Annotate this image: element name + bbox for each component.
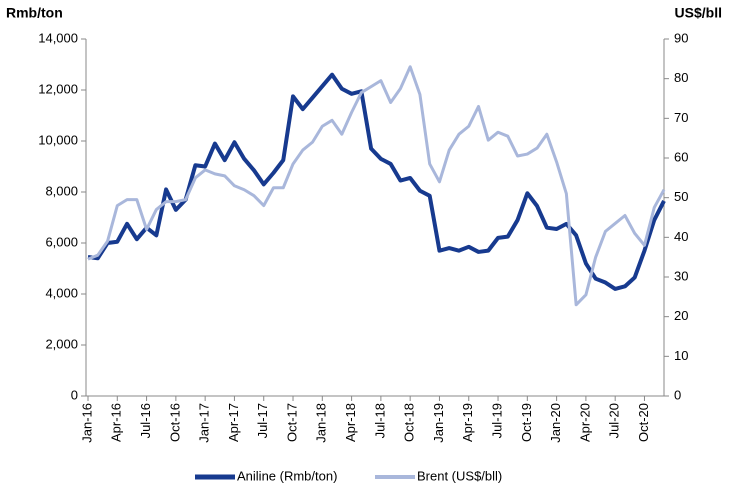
x-tick-label: Apr-19: [460, 403, 475, 442]
y2-axis-title: US$/bll: [675, 5, 722, 21]
x-tick-label: Jul-16: [138, 403, 153, 438]
x-tick-label: Apr-17: [226, 403, 241, 442]
y-tick-label: 10,000: [38, 132, 78, 147]
y-tick-label: 0: [71, 387, 78, 402]
x-tick-label: Jan-16: [79, 403, 94, 443]
y2-tick-label: 10: [674, 348, 688, 363]
x-tick-label: Apr-20: [577, 403, 592, 442]
x-tick-label: Jul-17: [255, 403, 270, 438]
x-tick-label: Jul-20: [607, 403, 622, 438]
x-tick-label: Jul-18: [372, 403, 387, 438]
y2-tick-label: 50: [674, 189, 688, 204]
y-axis-title: Rmb/ton: [6, 5, 63, 21]
series-line: [87, 72, 666, 291]
y-tick-label: 12,000: [38, 81, 78, 96]
x-tick-label: Oct-17: [284, 403, 299, 442]
x-tick-label: Oct-16: [167, 403, 182, 442]
x-tick-label: Oct-19: [519, 403, 534, 442]
x-tick-label: Jul-19: [489, 403, 504, 438]
x-tick-label: Oct-18: [402, 403, 417, 442]
x-tick-label: Jan-20: [548, 403, 563, 443]
y2-tick-label: 40: [674, 229, 688, 244]
legend-label: Brent (US$/bll): [417, 468, 502, 483]
y-tick-label: 4,000: [45, 285, 78, 300]
x-tick-label: Oct-20: [636, 403, 651, 442]
y2-tick-label: 80: [674, 70, 688, 85]
y2-tick-label: 30: [674, 268, 688, 283]
x-tick-label: Apr-16: [109, 403, 124, 442]
y2-tick-label: 90: [674, 30, 688, 45]
y-tick-label: 6,000: [45, 234, 78, 249]
legend-label: Aniline (Rmb/ton): [237, 468, 337, 483]
x-tick-label: Jan-19: [431, 403, 446, 443]
y2-tick-label: 70: [674, 110, 688, 125]
x-tick-label: Apr-18: [343, 403, 358, 442]
y2-tick-label: 0: [674, 387, 681, 402]
series-line: [87, 65, 666, 307]
y-tick-label: 2,000: [45, 336, 78, 351]
y-tick-label: 8,000: [45, 183, 78, 198]
y2-tick-label: 60: [674, 149, 688, 164]
x-tick-label: Jan-17: [197, 403, 212, 443]
x-tick-label: Jan-18: [314, 403, 329, 443]
y2-tick-label: 20: [674, 308, 688, 323]
y-tick-label: 14,000: [38, 30, 78, 45]
